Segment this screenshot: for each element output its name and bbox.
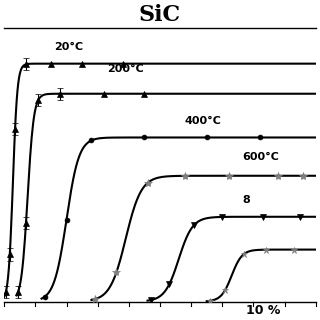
Text: 8: 8 — [243, 196, 250, 205]
Text: 400°C: 400°C — [185, 116, 222, 126]
Title: SiC: SiC — [139, 4, 181, 26]
Text: 20°C: 20°C — [54, 42, 83, 52]
Text: 600°C: 600°C — [243, 152, 279, 162]
Text: 200°C: 200°C — [107, 64, 144, 74]
Text: 10 %: 10 % — [246, 304, 280, 317]
